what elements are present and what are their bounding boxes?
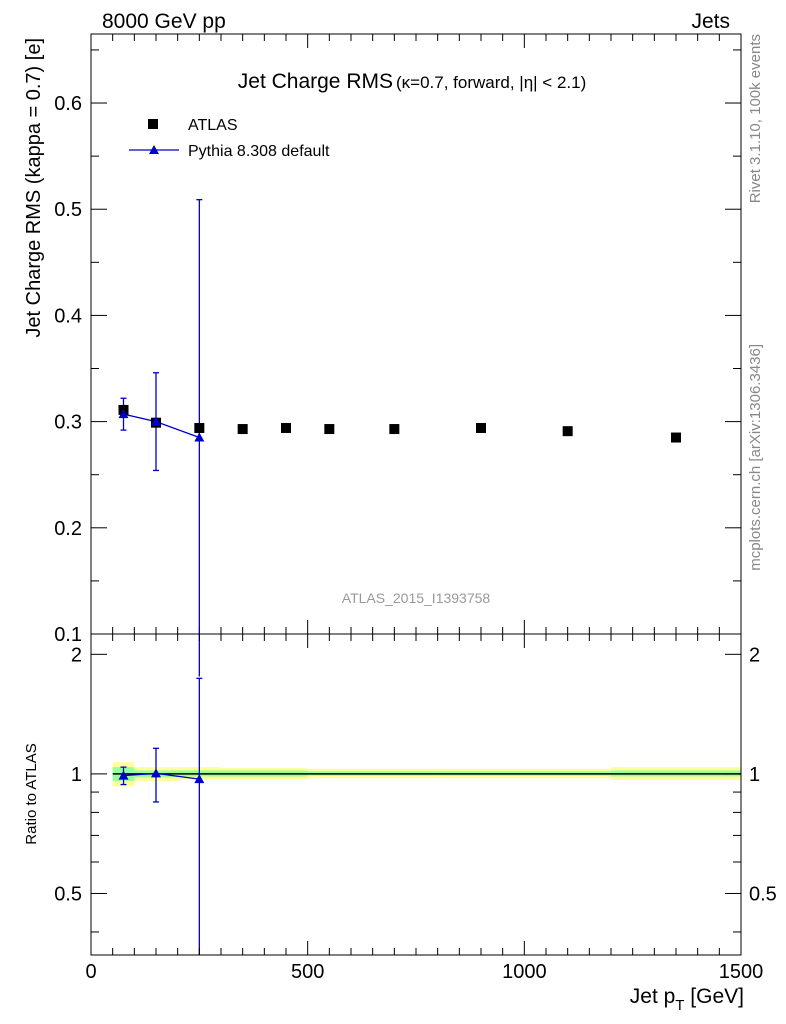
x-axis-label-unit: [GeV]: [684, 985, 744, 1008]
atlas-point: [194, 422, 205, 433]
x-tick-label: 500: [291, 961, 324, 983]
atlas-point: [476, 422, 486, 433]
main-axis-ticks: 0.1 0.2 0.3 0.4 0.5 0.6: [54, 34, 742, 646]
main-title: Jet Charge RMS: [238, 70, 393, 93]
atlas-point: [281, 422, 291, 433]
ratio-plot-panel: 0 500 1000 1500 0.5 0.5 1 1 2 2 Ratio to ATLAS Je…: [23, 633, 777, 1014]
atlas-point: [671, 432, 681, 443]
main-y-axis-label: Jet Charge RMS (kappa = 0.7) [e]: [23, 38, 45, 338]
x-tick-label: 1000: [502, 961, 547, 983]
main-plot-panel: 0.1 0.2 0.3 0.4 0.5 0.6 Jet Charge RMS (κ=0.7…: [23, 33, 742, 677]
ratio-y-tick-label-right: 0.5: [749, 883, 777, 905]
rivet-version-label: Rivet 3.1.10, 100k events: [747, 34, 764, 203]
header-left-label: 8000 GeV pp: [102, 10, 226, 33]
legend-atlas-label: ATLAS: [188, 117, 238, 134]
x-axis-label-sub: T: [675, 997, 684, 1014]
main-y-tick-label: 0.1: [54, 624, 82, 646]
pythia-point: [194, 432, 205, 442]
pythia-point: [151, 416, 161, 426]
ratio-axis-ticks: 0 500 1000 1500 0.5 0.5 1 1 2 2: [54, 634, 777, 983]
atlas-point: [562, 426, 573, 437]
ratio-y-tick-label-right: 1: [749, 764, 760, 786]
x-tick-label: 1500: [719, 961, 764, 983]
main-data-layer: [118, 199, 681, 677]
main-y-tick-label: 0.3: [54, 412, 82, 434]
ratio-pythia-point: [194, 774, 205, 784]
atlas-point: [324, 424, 335, 435]
main-y-tick-label: 0.4: [54, 305, 82, 327]
ratio-y-axis-label: Ratio to ATLAS: [23, 743, 40, 844]
pythia-line: [123, 413, 200, 439]
x-axis-label-main: Jet p: [630, 985, 676, 1008]
main-y-tick-label: 0.2: [54, 518, 82, 540]
atlas-point: [237, 424, 248, 435]
ratio-y-tick-label-right: 2: [749, 644, 760, 666]
ratio-plot-frame: [90, 633, 742, 956]
mcplots-label: mcplots.cern.ch [arXiv:1306.3436]: [747, 344, 764, 571]
main-y-tick-label: 0.5: [54, 199, 82, 221]
ratio-y-tick-label: 1: [71, 764, 82, 786]
x-tick-label: 0: [85, 961, 96, 983]
ratio-data-layer: [112, 677, 741, 955]
atlas-point: [389, 424, 400, 435]
legend-pythia-marker: [149, 145, 159, 154]
header-right-label: Jets: [691, 10, 730, 33]
x-axis-label: Jet pT [GeV]: [630, 985, 744, 1014]
ratio-pythia-point: [151, 768, 161, 778]
ratio-pythia-point: [118, 770, 129, 780]
legend-atlas-marker: [148, 119, 158, 129]
ratio-y-tick-label: 2: [71, 644, 82, 666]
pythia-point: [118, 409, 129, 419]
analysis-watermark: ATLAS_2015_I1393758: [342, 590, 491, 606]
main-y-tick-label: 0.6: [54, 93, 82, 115]
ratio-y-tick-label: 0.5: [54, 883, 82, 905]
legend-pythia-label: Pythia 8.308 default: [188, 143, 330, 160]
main-subtitle: (κ=0.7, forward, |η| < 2.1): [396, 73, 586, 92]
legend: ATLAS Pythia 8.308 default: [129, 117, 330, 160]
